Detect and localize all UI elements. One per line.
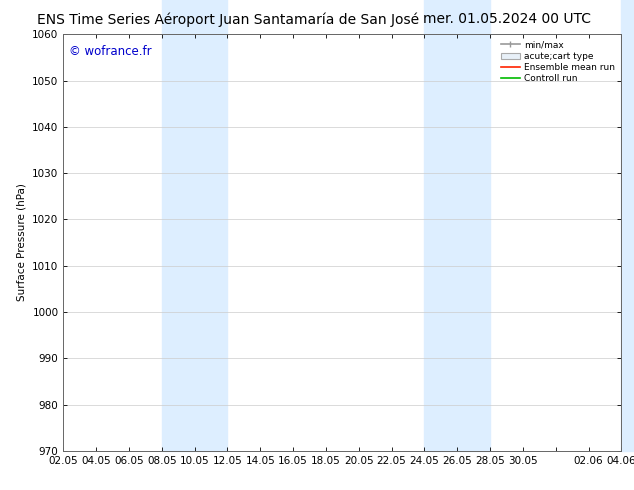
Text: © wofrance.fr: © wofrance.fr (69, 45, 152, 58)
Bar (621, 34, 634, 451)
Legend: min/max, acute;cart type, Ensemble mean run, Controll run: min/max, acute;cart type, Ensemble mean … (499, 39, 617, 85)
Y-axis label: Surface Pressure (hPa): Surface Pressure (hPa) (16, 184, 27, 301)
Text: ENS Time Series Aéroport Juan Santamaría de San José: ENS Time Series Aéroport Juan Santamaría… (37, 12, 419, 27)
Bar (621, 0, 634, 34)
Bar (162, 0, 228, 34)
Text: mer. 01.05.2024 00 UTC: mer. 01.05.2024 00 UTC (424, 12, 591, 26)
Bar (424, 34, 490, 451)
Bar (162, 34, 228, 451)
Bar (424, 0, 490, 34)
